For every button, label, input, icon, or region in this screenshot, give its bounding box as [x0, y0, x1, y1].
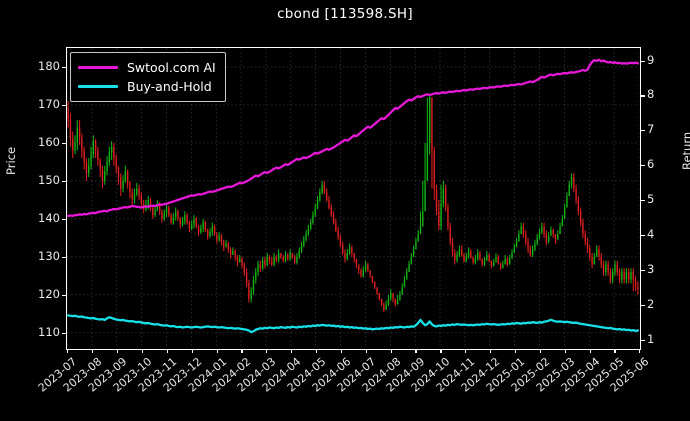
y-tick-right: 3	[647, 261, 655, 276]
y-tick-right: 4	[647, 226, 655, 241]
y-tickmark-left	[62, 181, 66, 183]
x-tickmark	[241, 349, 243, 353]
candlestick-series	[67, 93, 639, 312]
y-tick-right: 9	[647, 52, 655, 67]
y-tick-left: 130	[38, 249, 60, 264]
x-tickmark	[614, 349, 616, 353]
y-tick-left: 170	[38, 97, 60, 112]
legend-label-hold: Buy-and-Hold	[127, 79, 212, 94]
y-tickmark-right	[641, 269, 645, 271]
y-tick-right: 8	[647, 87, 655, 102]
x-tickmark	[216, 349, 218, 353]
x-tickmark	[564, 349, 566, 353]
y-tickmark-left	[62, 143, 66, 145]
y-tick-right: 1	[647, 331, 655, 346]
y-tick-left: 150	[38, 173, 60, 188]
y-tick-right: 7	[647, 122, 655, 137]
y-tickmark-right	[641, 95, 645, 97]
line-series-ai	[67, 58, 639, 218]
x-tickmark	[365, 349, 367, 353]
x-tickmark	[639, 349, 641, 353]
x-tickmark	[141, 349, 144, 353]
x-tickmark	[191, 349, 193, 353]
y-tick-left: 160	[38, 135, 60, 150]
x-tickmark	[390, 349, 392, 353]
gridlines	[67, 48, 639, 348]
plot-canvas	[67, 48, 639, 348]
y-tickmark-left	[62, 67, 66, 69]
y-tickmark-right	[641, 130, 645, 132]
x-tickmark	[67, 349, 69, 353]
x-tickmark	[315, 349, 318, 353]
y-tickmark-left	[62, 219, 66, 221]
y-tickmark-left	[62, 257, 66, 259]
legend-swatch-hold	[78, 85, 118, 88]
y-tick-right: 5	[647, 192, 655, 207]
x-tickmark	[539, 349, 541, 353]
y-tickmark-left	[62, 105, 66, 107]
y-tickmark-right	[641, 234, 645, 237]
x-tickmark	[490, 349, 492, 353]
y-tickmark-right	[641, 200, 645, 202]
y-tickmark-right	[641, 339, 645, 341]
x-tickmark	[291, 349, 293, 353]
y-tickmark-right	[641, 165, 645, 167]
x-tickmark	[589, 349, 591, 353]
y-tick-right: 6	[647, 157, 655, 172]
y-tick-left: 120	[38, 287, 60, 302]
line-series-hold	[67, 314, 639, 334]
x-tickmark	[166, 349, 168, 353]
chart-legend: Swtool.com AI Buy-and-Hold	[70, 52, 226, 102]
x-tickmark	[514, 349, 517, 353]
y-tickmark-left	[62, 295, 66, 297]
legend-label-ai: Swtool.com AI	[127, 60, 216, 75]
legend-item-hold: Buy-and-Hold	[78, 77, 216, 96]
y-tickmark-left	[62, 333, 66, 335]
x-tickmark	[340, 349, 343, 353]
page-title: cbond [113598.SH]	[277, 6, 413, 22]
y-axis-label-right: Return	[680, 131, 690, 170]
x-tickmark	[415, 349, 417, 353]
x-tickmark	[465, 349, 467, 353]
y-axis-label-left: Price	[4, 146, 18, 175]
y-tick-left: 110	[38, 325, 60, 340]
legend-swatch-ai	[78, 66, 118, 69]
y-tick-right: 2	[647, 296, 655, 311]
y-tickmark-right	[641, 304, 645, 306]
x-tickmark	[440, 349, 442, 353]
y-tick-left: 140	[38, 211, 60, 226]
legend-item-ai: Swtool.com AI	[78, 58, 216, 77]
x-tickmark	[266, 349, 268, 353]
y-tick-left: 180	[38, 59, 60, 74]
x-tickmark	[92, 349, 94, 353]
y-tickmark-right	[641, 60, 645, 62]
x-tickmark	[117, 349, 119, 353]
